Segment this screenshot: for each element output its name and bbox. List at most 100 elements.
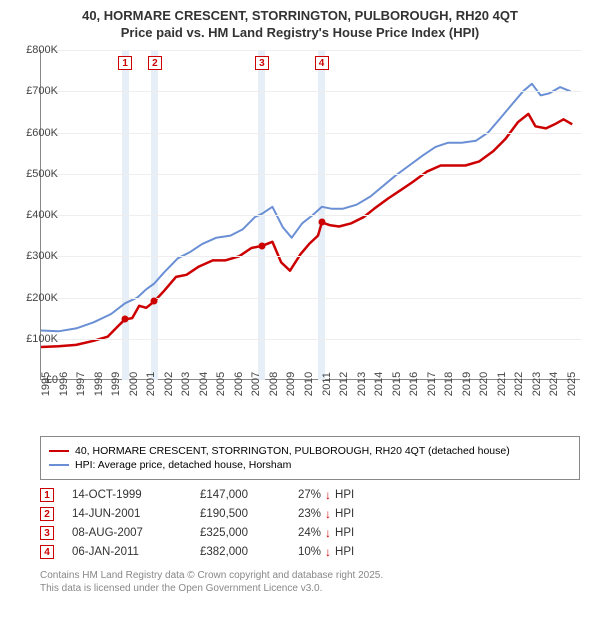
sale-date: 14-JUN-2001 [72, 508, 182, 520]
sale-date: 14-OCT-1999 [72, 489, 182, 501]
x-axis-label: 2022 [513, 372, 525, 396]
event-marker: 4 [315, 56, 329, 70]
x-axis-label: 2016 [408, 372, 420, 396]
sale-diff-suffix: HPI [335, 489, 354, 501]
sale-diff-pct: 27% [298, 489, 321, 501]
x-axis-label: 2021 [496, 372, 508, 396]
footer-line-1: Contains HM Land Registry data © Crown c… [40, 569, 580, 582]
arrow-down-icon: ↓ [325, 545, 331, 559]
x-axis-label: 1997 [75, 372, 87, 396]
y-axis-label: £300K [26, 250, 58, 262]
plot-region: 1 2 3 4 [40, 50, 580, 380]
sale-date: 08-AUG-2007 [72, 527, 182, 539]
x-axis-label: 1999 [110, 372, 122, 396]
sale-row: 1 14-OCT-1999 £147,000 27%↓HPI [40, 488, 580, 502]
y-gridline [41, 339, 581, 340]
x-axis-label: 2001 [145, 372, 157, 396]
x-axis-label: 1996 [58, 372, 70, 396]
chart-area: 1234 £0£100K£200K£300K£400K£500K£600K£70… [40, 50, 600, 430]
y-axis-label: £800K [26, 44, 58, 56]
y-axis-label: £500K [26, 168, 58, 180]
x-axis-label: 2000 [128, 372, 140, 396]
footer-line-2: This data is licensed under the Open Gov… [40, 582, 580, 595]
x-axis-label: 2010 [303, 372, 315, 396]
sale-row: 2 14-JUN-2001 £190,500 23% ↓ HPI [40, 507, 580, 521]
sale-point-dot [258, 242, 265, 249]
sale-number-box: 1 [40, 488, 54, 502]
legend-row: HPI: Average price, detached house, Hors… [49, 459, 571, 471]
title-line-1: 40, HORMARE CRESCENT, STORRINGTON, PULBO… [0, 8, 600, 23]
sale-diff: 24% ↓ HPI [298, 526, 354, 540]
series-line-price_paid [41, 114, 572, 347]
x-axis-label: 2002 [163, 372, 175, 396]
y-axis-label: £100K [26, 333, 58, 345]
sale-price: £325,000 [200, 527, 280, 539]
footer-attribution: Contains HM Land Registry data © Crown c… [40, 569, 580, 595]
x-axis-label: 2011 [321, 372, 333, 396]
sale-number-box: 3 [40, 526, 54, 540]
x-axis-label: 1998 [93, 372, 105, 396]
x-axis-label: 2013 [356, 372, 368, 396]
sale-diff-suffix: HPI [335, 546, 354, 558]
arrow-down-icon: ↓ [325, 507, 331, 521]
x-axis-label: 2018 [443, 372, 455, 396]
y-gridline [41, 256, 581, 257]
legend-label: HPI: Average price, detached house, Hors… [75, 459, 291, 471]
sale-point-dot [151, 298, 158, 305]
x-axis-label: 2006 [233, 372, 245, 396]
sales-table: 114-OCT-1999£147,00027%↓HPI214-JUN-2001£… [40, 488, 580, 559]
sale-diff-suffix: HPI [335, 508, 354, 520]
x-axis-label: 2017 [426, 372, 438, 396]
y-axis-label: £600K [26, 127, 58, 139]
x-axis-label: 2004 [198, 372, 210, 396]
y-axis-label: £700K [26, 85, 58, 97]
event-marker: 3 [255, 56, 269, 70]
sale-point-dot [318, 219, 325, 226]
x-axis-label: 2019 [461, 372, 473, 396]
x-axis-label: 2015 [391, 372, 403, 396]
x-axis-label: 2008 [268, 372, 280, 396]
sale-row: 3 08-AUG-2007 £325,000 24% ↓ HPI [40, 526, 580, 540]
y-gridline [41, 174, 581, 175]
x-axis-label: 2007 [250, 372, 262, 396]
sale-number-box: 2 [40, 507, 54, 521]
sale-price: £190,500 [200, 508, 280, 520]
x-axis-label: 2014 [373, 372, 385, 396]
sale-diff: 10% ↓ HPI [298, 545, 354, 559]
x-axis-label: 2009 [285, 372, 297, 396]
sale-date: 06-JAN-2011 [72, 546, 182, 558]
x-axis-label: 2003 [180, 372, 192, 396]
y-gridline [41, 298, 581, 299]
sale-diff-pct: 10% [298, 546, 321, 558]
sale-row: 406-JAN-2011£382,00010%↓HPI [40, 545, 580, 559]
arrow-down-icon: ↓ [325, 526, 331, 540]
x-axis-label: 2024 [548, 372, 560, 396]
legend-row: 40, HORMARE CRESCENT, STORRINGTON, PULBO… [49, 445, 571, 457]
sale-price: £147,000 [200, 489, 280, 501]
sale-diff-suffix: HPI [335, 527, 354, 539]
x-axis-label: 1995 [40, 372, 52, 396]
sale-diff-pct: 23% [298, 508, 321, 520]
sale-diff: 27%↓HPI [298, 488, 354, 502]
x-axis-label: 2023 [531, 372, 543, 396]
legend-box: 40, HORMARE CRESCENT, STORRINGTON, PULBO… [40, 436, 580, 480]
title-line-2: Price paid vs. HM Land Registry's House … [0, 25, 600, 40]
x-axis-label: 2005 [215, 372, 227, 396]
y-gridline [41, 133, 581, 134]
y-axis-label: £400K [26, 209, 58, 221]
x-axis-label: 2020 [478, 372, 490, 396]
x-axis-label: 2012 [338, 372, 350, 396]
series-line-hpi [41, 84, 571, 331]
sale-diff: 23% ↓ HPI [298, 507, 354, 521]
sale-price: £382,000 [200, 546, 280, 558]
y-gridline [41, 91, 581, 92]
legend-swatch [49, 450, 69, 452]
y-gridline [41, 215, 581, 216]
sale-diff-pct: 24% [298, 527, 321, 539]
chart-title-block: 40, HORMARE CRESCENT, STORRINGTON, PULBO… [0, 0, 600, 40]
event-marker: 2 [148, 56, 162, 70]
legend-label: 40, HORMARE CRESCENT, STORRINGTON, PULBO… [75, 445, 510, 457]
x-axis-label: 2025 [566, 372, 578, 396]
event-marker: 1 [118, 56, 132, 70]
y-gridline [41, 50, 581, 51]
